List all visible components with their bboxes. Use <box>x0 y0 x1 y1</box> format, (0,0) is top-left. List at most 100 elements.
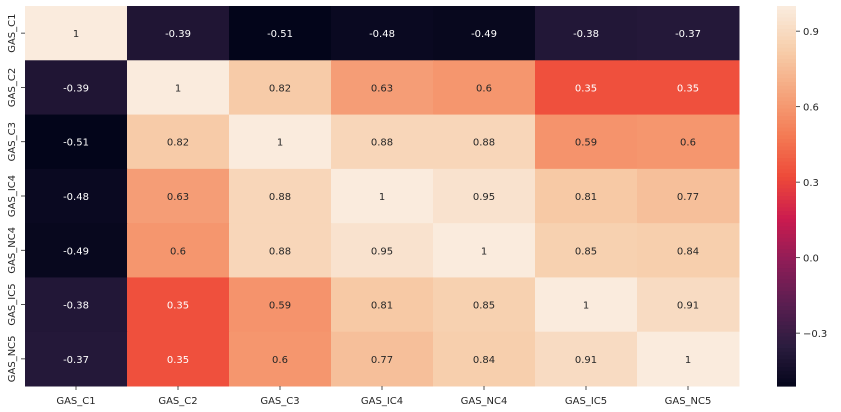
colorbar-segment <box>777 279 796 284</box>
heatmap-cell <box>637 277 740 333</box>
heatmap-cell <box>331 168 434 224</box>
colorbar-segment <box>777 298 796 303</box>
colorbar-segment <box>777 184 796 189</box>
cell-value-label: -0.38 <box>63 301 89 312</box>
heatmap-cell <box>433 114 536 170</box>
colorbar-segment <box>777 374 796 379</box>
heatmap-cell <box>229 223 332 278</box>
cell-value-label: 1 <box>175 83 181 94</box>
heatmap-cell <box>433 223 536 278</box>
heatmap-cell <box>331 331 434 387</box>
colorbar-segment <box>777 367 796 372</box>
cell-value-label: 0.35 <box>167 355 189 366</box>
cell-value-label: 0.91 <box>677 301 699 312</box>
colorbar-segment <box>777 275 796 281</box>
colorbar-segment <box>777 234 796 239</box>
colorbar-segment <box>777 36 796 41</box>
colorbar: −0.3 0.0 0.3 0.6 0.9 <box>777 6 827 387</box>
colorbar-segment <box>777 260 796 265</box>
colorbar-segment <box>777 203 796 208</box>
colorbar-segment <box>777 317 796 322</box>
colorbar-segment <box>777 28 796 34</box>
colorbar-segment <box>777 139 796 144</box>
cell-value-label: -0.48 <box>369 29 395 40</box>
heatmap-cell <box>127 6 230 61</box>
colorbar-segment <box>777 287 796 292</box>
colorbar-segment <box>777 253 796 258</box>
y-tick-label: GAS_IC4 <box>7 175 18 217</box>
colorbar-segment <box>777 325 796 330</box>
colorbar-segment <box>777 306 796 311</box>
y-axis: GAS_C1 GAS_C2 GAS_C3 GAS_IC4 GAS_NC4 GAS_IC5 G… <box>7 13 25 382</box>
colorbar-segment <box>777 313 796 319</box>
cell-value-label: 1 <box>379 192 385 203</box>
colorbar-segment <box>777 230 796 235</box>
colorbar-segment <box>777 89 796 94</box>
colorbar-segment <box>777 142 796 148</box>
cell-value-label: 0.88 <box>269 246 291 257</box>
heatmap-cell <box>433 6 536 61</box>
cell-value-label: 0.6 <box>170 246 186 257</box>
cell-value-label: 1 <box>481 246 487 257</box>
heatmap-cell <box>25 223 128 278</box>
colorbar-segment <box>777 348 796 353</box>
colorbar-segment <box>777 188 796 193</box>
cell-value-label: 1 <box>277 138 283 149</box>
heatmap-cell <box>535 114 638 170</box>
cell-value-label: 0.95 <box>371 246 393 257</box>
cell-value-label: -0.37 <box>675 29 701 40</box>
colorbar-segment <box>777 351 796 357</box>
heatmap-cell <box>25 6 128 61</box>
colorbar-segment <box>777 310 796 315</box>
colorbar-segment <box>777 180 796 186</box>
heatmap-cell <box>25 60 128 116</box>
x-tick-label: GAS_NC5 <box>665 396 712 407</box>
colorbar-segment <box>777 370 796 376</box>
colorbar-segment <box>777 101 796 106</box>
colorbar-segment <box>777 112 796 117</box>
colorbar-segment <box>777 131 796 136</box>
cell-value-label: 0.95 <box>473 192 495 203</box>
colorbar-segment <box>777 82 796 87</box>
x-axis: GAS_C1 GAS_C2 GAS_C3 GAS_IC4 GAS_NC4 GAS_IC5 G… <box>56 386 711 407</box>
colorbar-segment <box>777 120 796 125</box>
heatmap-cell <box>637 223 740 278</box>
colorbar-tick-label: 0.0 <box>803 254 819 265</box>
colorbar-segment <box>777 215 796 220</box>
colorbar-segment <box>777 161 796 167</box>
heatmap-cell <box>331 277 434 333</box>
cell-value-label: 0.59 <box>269 301 291 312</box>
heatmap-cell <box>535 168 638 224</box>
heatmap-cell <box>433 60 536 116</box>
heatmap-cell <box>229 277 332 333</box>
heatmap-cell <box>637 114 740 170</box>
colorbar-segment <box>777 382 796 387</box>
colorbar-segment <box>777 192 796 197</box>
heatmap-cell <box>127 277 230 333</box>
heatmap-cell <box>535 331 638 387</box>
colorbar-segment <box>777 146 796 151</box>
x-tick-label: GAS_IC4 <box>361 396 403 407</box>
cell-value-label: 0.82 <box>167 138 189 149</box>
colorbar-segment <box>777 59 796 64</box>
y-tick-label: GAS_IC5 <box>7 283 18 325</box>
colorbar-segment <box>777 154 796 159</box>
cell-value-label: -0.51 <box>267 29 293 40</box>
cell-value-label: -0.39 <box>165 29 191 40</box>
colorbar-segment <box>777 17 796 22</box>
heatmap-cell <box>433 277 536 333</box>
colorbar-tick-label: 0.6 <box>803 103 819 114</box>
cell-value-label: -0.49 <box>63 246 89 257</box>
cell-value-label: -0.37 <box>63 355 89 366</box>
cell-value-label: 0.6 <box>272 355 288 366</box>
colorbar-segment <box>777 150 796 155</box>
colorbar-segment <box>777 329 796 334</box>
cell-value-label: 0.77 <box>371 355 393 366</box>
colorbar-segment <box>777 344 796 349</box>
colorbar-segment <box>777 249 796 254</box>
colorbar-segment <box>777 158 796 163</box>
heatmap-cell <box>25 277 128 333</box>
cell-value-label: 0.88 <box>269 192 291 203</box>
heatmap-cell <box>127 60 230 116</box>
colorbar-segment <box>777 199 796 205</box>
